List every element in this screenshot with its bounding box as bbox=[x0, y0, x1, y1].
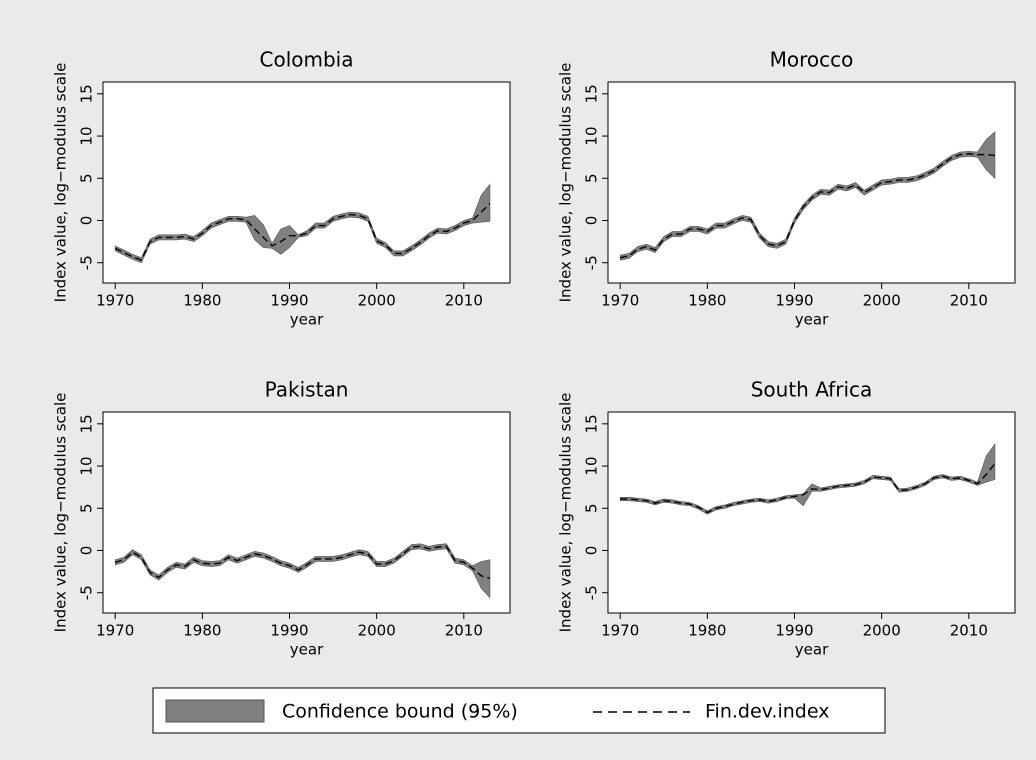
y-tick-label: 15 bbox=[78, 84, 96, 103]
x-tick-label: 1970 bbox=[96, 622, 134, 640]
x-tick-label: 2000 bbox=[863, 292, 901, 310]
y-axis-title: Index value, log−modulus scale bbox=[557, 393, 575, 633]
x-tick-label: 1970 bbox=[96, 292, 134, 310]
y-tick-label: 10 bbox=[78, 457, 96, 476]
confidence-band bbox=[114, 183, 491, 264]
y-tick-label: 5 bbox=[78, 174, 96, 184]
x-tick-label: 1980 bbox=[183, 292, 221, 310]
x-tick-label: 2000 bbox=[358, 292, 396, 310]
y-tick-label: 10 bbox=[583, 127, 601, 146]
y-tick-label: -5 bbox=[78, 585, 96, 600]
x-tick-label: 2010 bbox=[950, 292, 988, 310]
y-tick-label: 0 bbox=[583, 216, 601, 226]
y-tick-label: 5 bbox=[583, 174, 601, 184]
x-tick-label: 1990 bbox=[775, 622, 813, 640]
x-tick-label: 1980 bbox=[688, 622, 726, 640]
confidence-band bbox=[619, 443, 996, 515]
panel-title: South Africa bbox=[751, 378, 873, 402]
legend-label: Confidence bound (95%) bbox=[282, 701, 518, 723]
y-tick-label: 15 bbox=[78, 414, 96, 433]
y-axis-title: Index value, log−modulus scale bbox=[52, 393, 70, 633]
x-tick-label: 1970 bbox=[601, 622, 639, 640]
y-tick-label: 5 bbox=[583, 504, 601, 514]
x-axis-title: year bbox=[795, 311, 829, 329]
confidence-band bbox=[619, 131, 996, 261]
x-tick-label: 2010 bbox=[950, 622, 988, 640]
plot-area bbox=[102, 81, 511, 284]
panel-title: Pakistan bbox=[265, 378, 349, 402]
y-axis-title: Index value, log−modulus scale bbox=[557, 63, 575, 303]
legend-box bbox=[152, 687, 886, 734]
plot-area bbox=[607, 411, 1016, 614]
x-axis-title: year bbox=[290, 641, 324, 659]
x-axis-title: year bbox=[290, 311, 324, 329]
x-tick-label: 1990 bbox=[775, 292, 813, 310]
x-tick-label: 2000 bbox=[358, 622, 396, 640]
y-tick-label: 15 bbox=[583, 414, 601, 433]
x-tick-label: 2010 bbox=[445, 292, 483, 310]
index-line bbox=[115, 545, 491, 580]
index-line bbox=[620, 153, 996, 259]
y-tick-label: 10 bbox=[583, 457, 601, 476]
legend-swatch bbox=[165, 699, 265, 723]
y-tick-label: 0 bbox=[78, 216, 96, 226]
panel-title: Morocco bbox=[770, 48, 854, 72]
x-tick-label: 1980 bbox=[183, 622, 221, 640]
x-axis-title: year bbox=[795, 641, 829, 659]
y-tick-label: 10 bbox=[78, 127, 96, 146]
y-tick-label: 0 bbox=[583, 546, 601, 556]
x-tick-label: 2000 bbox=[863, 622, 901, 640]
y-tick-label: -5 bbox=[583, 585, 601, 600]
y-tick-label: 15 bbox=[583, 84, 601, 103]
y-tick-label: -5 bbox=[78, 255, 96, 270]
y-tick-label: -5 bbox=[583, 255, 601, 270]
y-axis-title: Index value, log−modulus scale bbox=[52, 63, 70, 303]
plot-area bbox=[102, 411, 511, 614]
legend-label: Fin.dev.index bbox=[705, 701, 829, 723]
confidence-band bbox=[114, 543, 491, 599]
panel-title: Colombia bbox=[260, 48, 354, 72]
y-tick-label: 0 bbox=[78, 546, 96, 556]
y-tick-label: 5 bbox=[78, 504, 96, 514]
plot-area bbox=[607, 81, 1016, 284]
x-tick-label: 1990 bbox=[270, 622, 308, 640]
x-tick-label: 2010 bbox=[445, 622, 483, 640]
x-tick-label: 1990 bbox=[270, 292, 308, 310]
x-tick-label: 1970 bbox=[601, 292, 639, 310]
index-line bbox=[620, 463, 996, 514]
index-line bbox=[114, 203, 491, 262]
x-tick-label: 1980 bbox=[688, 292, 726, 310]
